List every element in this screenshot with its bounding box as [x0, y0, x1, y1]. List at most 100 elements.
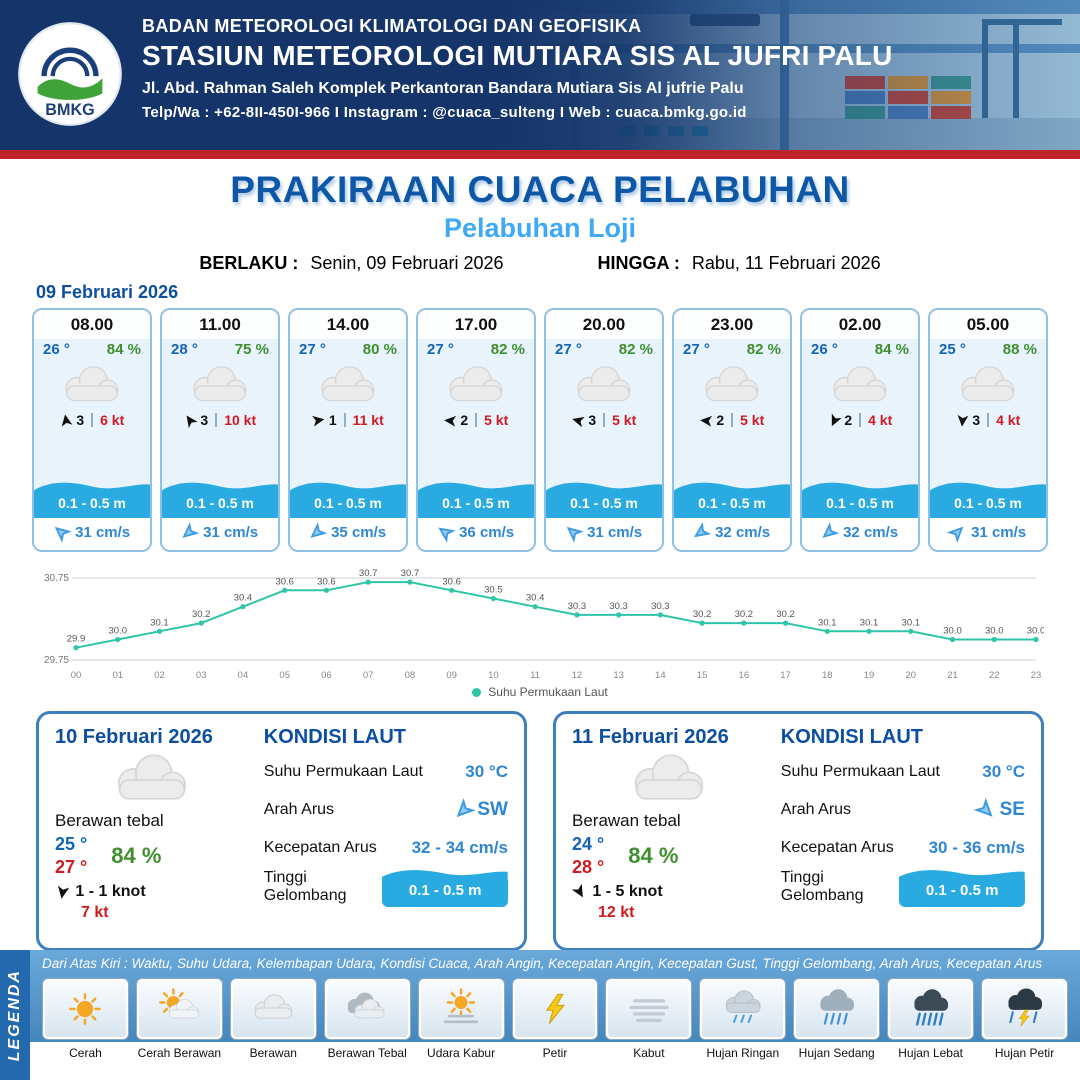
wave-crest	[382, 870, 508, 880]
wind-row: ➤ 3 4 kt	[953, 412, 1020, 428]
humidity-value: 75 %	[234, 341, 269, 358]
current-direction-icon: ➤	[971, 796, 1000, 825]
svg-text:00: 00	[71, 670, 82, 681]
station-address: Jl. Abd. Rahman Saleh Komplek Perkantora…	[142, 80, 744, 97]
legend-item-label: Hujan Ringan	[706, 1046, 780, 1060]
heavy-rain-icon	[887, 978, 975, 1040]
svg-text:30.3: 30.3	[651, 601, 670, 612]
current-row: ➤ 31 cm/s	[34, 518, 150, 550]
daily-temp-min: 25 °	[55, 834, 88, 854]
svg-text:03: 03	[196, 670, 207, 681]
cloud-icon	[193, 366, 247, 402]
current-speed-value: 30 - 36 cm/s	[928, 838, 1025, 857]
legend-item-label: Berawan Tebal	[327, 1046, 407, 1060]
divider	[859, 413, 862, 427]
svg-text:19: 19	[864, 670, 875, 681]
temp-humidity-row: 26 ° 84 %	[802, 339, 918, 358]
current-row: ➤ 36 cm/s	[418, 518, 534, 550]
red-divider	[0, 150, 1080, 159]
legend-series-name: Suhu Permukaan Laut	[488, 685, 608, 699]
time-label: 17.00	[418, 310, 534, 339]
temp-humidity-row: 25 ° 88 %	[930, 339, 1046, 358]
bmkg-logo-text: BMKG	[45, 101, 94, 119]
daily-wind-range: 1 - 5 knot	[592, 883, 663, 900]
temperature-value: 27 °	[555, 341, 582, 358]
temperature-value: 27 °	[427, 341, 454, 358]
temperature-value: 25 °	[939, 341, 966, 358]
hourly-forecast-card: 05.00 25 ° 88 % ➤ 3 4 kt 0.1 - 0.5 m	[928, 308, 1048, 552]
current-direction-value: SW	[477, 799, 508, 820]
title-block: PRAKIRAAN CUACA PELABUHAN Pelabuhan Loji…	[0, 159, 1080, 274]
current-speed: 31 cm/s	[971, 524, 1027, 541]
wind-row: ➤ 3 10 kt	[180, 410, 257, 430]
legend-item: Petir	[511, 978, 599, 1060]
legend-item: Udara Kabur	[417, 978, 505, 1060]
lightning-icon	[511, 978, 599, 1040]
wind-direction-icon: ➤	[56, 412, 76, 428]
station-name: STASIUN METEOROLOGI MUTIARA SIS AL JUFRI…	[142, 40, 893, 71]
current-direction-icon: ➤	[433, 520, 457, 545]
current-row: ➤ 31 cm/s	[930, 518, 1046, 550]
wind-value: 2	[844, 412, 853, 428]
daily-temp-max: 28 °	[572, 856, 605, 877]
svg-text:30.6: 30.6	[317, 576, 336, 587]
cloud-icon	[449, 366, 503, 402]
svg-text:13: 13	[613, 670, 624, 681]
daily-date: 11 Februari 2026	[572, 726, 729, 748]
svg-text:16: 16	[739, 670, 750, 681]
wave-height-value: 0.1 - 0.5 m	[899, 880, 1025, 907]
daily-forecast-row: 10 Februari 2026 Berawan tebal 25 ° 27 °…	[0, 699, 1080, 951]
wave-height-band: 0.1 - 0.5 m	[290, 479, 406, 518]
svg-text:02: 02	[154, 670, 165, 681]
wind-speed: 6 kt	[100, 412, 125, 428]
wind-value: 3	[200, 412, 209, 428]
temp-humidity-row: 26 ° 84 %	[34, 339, 150, 358]
wind-speed: 11 kt	[352, 412, 384, 428]
wave-height-band: 0.1 - 0.5 m	[930, 479, 1046, 518]
divider	[475, 413, 478, 427]
legend-item-label: Cerah Berawan	[137, 1046, 222, 1060]
wave-height-label: Tinggi Gelombang	[780, 869, 864, 904]
sea-condition-panel: KONDISI LAUT Suhu Permukaan Laut 30 °C A…	[767, 726, 1025, 936]
wind-row: ➤ 2 5 kt	[443, 410, 508, 430]
wind-row: ➤ 3 6 kt	[56, 412, 125, 428]
thunderstorm-icon	[981, 978, 1068, 1040]
wind-direction-icon: ➤	[443, 410, 458, 430]
wave-crest	[162, 482, 278, 494]
wind-value: 3	[76, 412, 85, 428]
wave-crest	[930, 482, 1046, 494]
temperature-value: 26 °	[811, 341, 838, 358]
current-speed: 32 cm/s	[715, 524, 771, 541]
temperature-value: 27 °	[683, 341, 710, 358]
current-direction-icon: ➤	[689, 520, 713, 545]
svg-text:30.7: 30.7	[401, 568, 420, 579]
wave-crest	[290, 482, 406, 494]
wave-height-box: 0.1 - 0.5 m	[382, 867, 508, 907]
cloud-icon	[321, 366, 375, 402]
temp-humidity-row: 27 ° 82 %	[546, 339, 662, 358]
current-direction-icon: ➤	[49, 520, 73, 545]
current-row: ➤ 35 cm/s	[290, 518, 406, 550]
wind-value: 3	[972, 412, 981, 428]
svg-text:09: 09	[446, 670, 457, 681]
svg-text:30.1: 30.1	[860, 617, 879, 628]
wave-height-value: 0.1 - 0.5 m	[546, 494, 662, 518]
contact-line: Telp/Wa : +62-8II-450I-966 I Instagram :…	[142, 104, 747, 121]
cloud-icon	[705, 366, 759, 402]
temperature-value: 26 °	[43, 341, 70, 358]
current-speed: 31 cm/s	[203, 524, 259, 541]
svg-text:20: 20	[905, 670, 916, 681]
hourly-forecast-card: 08.00 26 ° 84 % ➤ 3 6 kt 0.1 - 0.5 m	[32, 308, 152, 552]
humidity-value: 84 %	[874, 341, 909, 358]
wind-direction-icon: ➤	[310, 410, 327, 430]
legend-item-label: Cerah	[69, 1046, 102, 1060]
svg-text:29.9: 29.9	[67, 634, 86, 645]
daily-condition: Berawan tebal	[572, 811, 681, 830]
legend-item: Kabut	[605, 978, 693, 1060]
svg-text:22: 22	[989, 670, 1000, 681]
wave-crest	[546, 482, 662, 494]
legend-title: LEGENDA	[6, 968, 23, 1062]
svg-text:30.5: 30.5	[484, 585, 503, 596]
svg-text:30.0: 30.0	[1027, 626, 1044, 637]
wave-height-band: 0.1 - 0.5 m	[546, 479, 662, 518]
